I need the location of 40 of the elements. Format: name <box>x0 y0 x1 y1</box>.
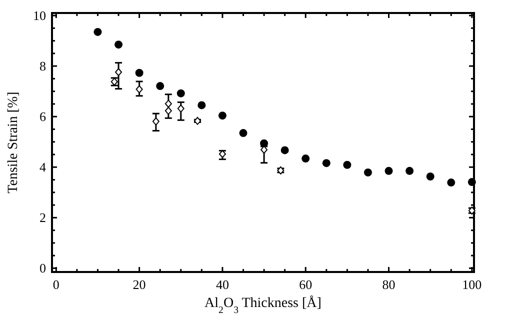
point <box>115 68 122 76</box>
x-tick-label: 100 <box>462 277 482 292</box>
point <box>194 116 202 125</box>
point <box>447 178 456 187</box>
point <box>94 28 102 36</box>
point <box>176 89 185 98</box>
point <box>468 178 476 186</box>
point <box>114 40 123 49</box>
y-axis-title: Tensile Strain [%] <box>6 92 21 194</box>
x-tick-label: 20 <box>132 277 146 292</box>
point <box>302 154 310 163</box>
y-tick-label: 10 <box>33 8 46 24</box>
point <box>177 104 184 113</box>
x-tick-label: 40 <box>216 277 229 292</box>
point <box>406 166 414 175</box>
point <box>322 159 330 168</box>
point <box>135 68 144 77</box>
point <box>152 117 160 126</box>
x-tick-label: 0 <box>52 277 60 292</box>
y-tick-label: 8 <box>40 58 46 74</box>
x-axis-title: Al$_{2}$O$_{3}$ Thickness [Å] <box>204 295 322 316</box>
point <box>239 129 248 138</box>
point <box>218 150 226 158</box>
point <box>280 146 289 154</box>
y-tick-label: 0 <box>40 260 46 276</box>
point <box>384 166 393 175</box>
x-tick-label: 80 <box>382 277 396 292</box>
x-tick-label: 60 <box>299 277 312 292</box>
point <box>198 101 206 110</box>
point <box>156 82 164 90</box>
point <box>164 106 172 115</box>
point <box>164 100 172 108</box>
point <box>136 85 143 94</box>
point <box>218 112 226 120</box>
y-tick-label: 6 <box>40 109 46 124</box>
point <box>426 172 434 180</box>
point <box>364 168 372 176</box>
y-tick-label: 4 <box>40 160 46 175</box>
y-tick-label: 2 <box>40 210 46 226</box>
point <box>343 160 352 169</box>
